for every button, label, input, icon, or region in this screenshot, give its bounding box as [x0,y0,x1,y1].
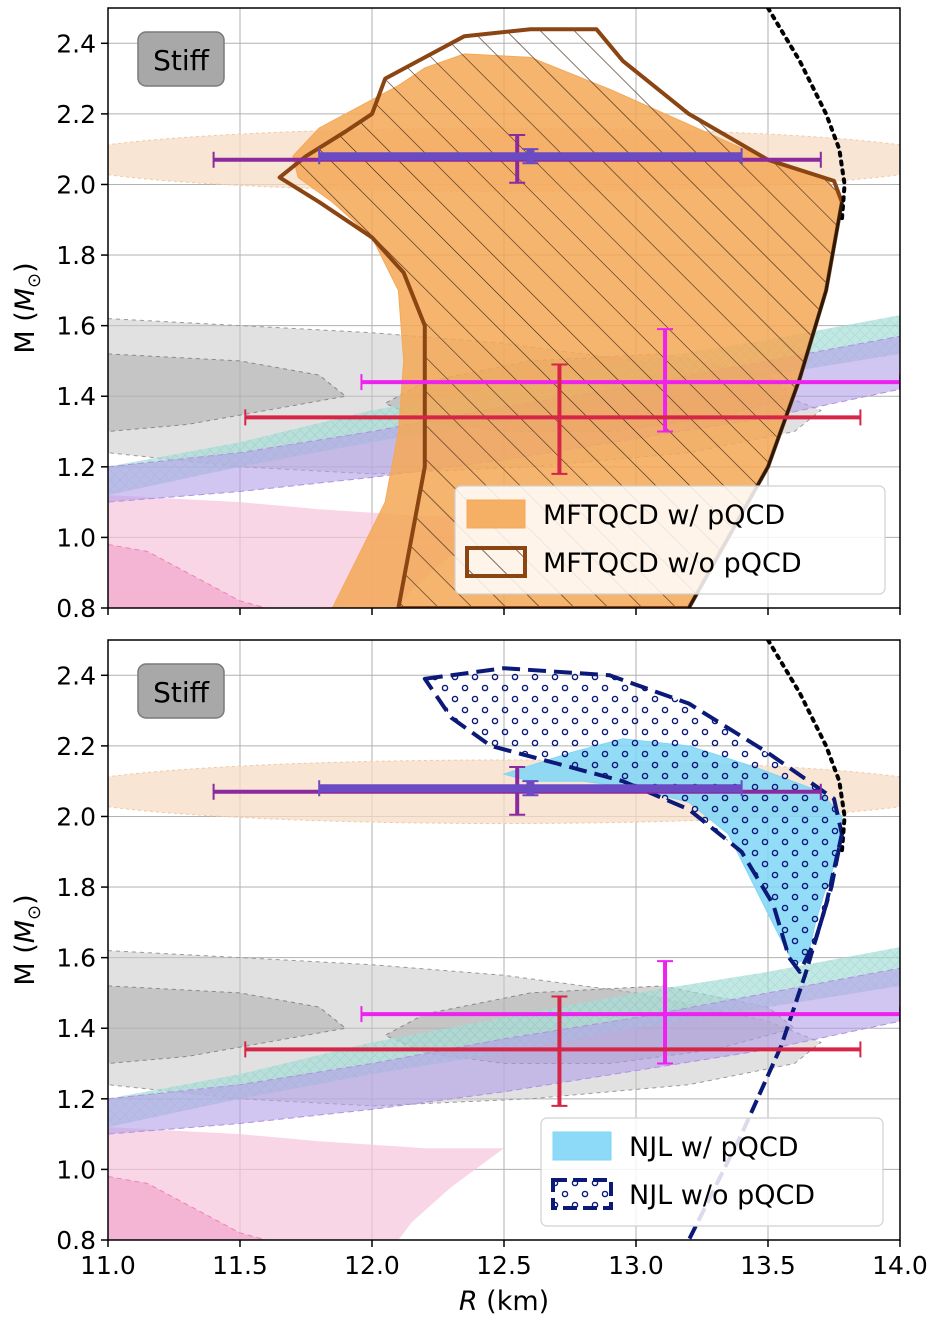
y-tick-label: 2.2 [56,732,96,761]
error-bar-magenta-bar [360,960,900,1065]
x-tick-label: 13.5 [740,1251,796,1280]
x-tick-label: 12.5 [476,1251,532,1280]
dotted-band-njl-wo-pqcd [422,666,844,974]
y-tick-label: 1.4 [56,382,96,411]
x-tick-label: 13.0 [608,1251,664,1280]
x-axis-label: R (km) [459,1286,549,1317]
y-tick-label: 2.0 [56,170,96,199]
y-tick-label: 1.0 [56,523,96,552]
y-tick-label: 2.2 [56,100,96,129]
x-tick-label: 11.0 [80,1251,136,1280]
lower-branch-line [687,833,844,1240]
error-bar-violet-thick-bar [318,148,743,165]
causality-boundary-line [766,640,847,854]
y-tick-label: 0.8 [56,594,96,623]
y-tick-label: 1.2 [56,453,96,482]
y-tick-label: 1.0 [56,1155,96,1184]
legend-box [540,1117,884,1227]
badge-box [137,663,225,719]
grey-region-inner-left [108,353,347,433]
grey-region-inner-left [108,985,347,1065]
plot-content [108,8,900,608]
y-tick-label: 2.0 [56,802,96,831]
y-tick-label: 2.4 [56,661,96,690]
y-tick-label: 1.6 [56,312,96,341]
legend-label: MFTQCD w/ pQCD [543,500,785,531]
error-bar-violet-thick-bar [318,780,743,797]
bottom-panel: 0.8 1.0 1.2 1.4 1.6 1.8 2.0 2.2 2.4 11.0 11.5 12.0 1… [10,639,928,1317]
x-tick-label: 12.0 [344,1251,400,1280]
top-panel: 0.8 1.0 1.2 1.4 1.6 1.8 2.0 2.2 2.4 M (M⊙) Stiff MF… [10,7,901,623]
legend-label: NJL w/o pQCD [629,1180,815,1211]
y-tick-label: 1.8 [56,241,96,270]
legend-label: NJL w/ pQCD [629,1132,799,1163]
legend: NJL w/ pQCD NJL w/o pQCD [540,1117,884,1227]
y-tick-label: 2.4 [56,29,96,58]
x-tick-label: 11.5 [212,1251,268,1280]
causality-boundary-line [766,8,847,222]
y-tick-label: 1.4 [56,1014,96,1043]
y-tick-label: 0.8 [56,1226,96,1255]
badge-label: Stiff [153,44,210,77]
legend-swatch [465,546,527,578]
error-bar-magenta-bar [360,328,900,433]
pink-region-inner [108,1175,267,1240]
legend-label: MFTQCD w/o pQCD [543,548,802,579]
x-tick-label: 14.0 [872,1251,928,1280]
legend-swatch [552,1131,612,1161]
legend: MFTQCD w/ pQCD MFTQCD w/o pQCD [454,485,886,595]
pink-region-outer [108,1127,504,1240]
plot-content [108,640,900,1240]
y-tick-label: 1.2 [56,1085,96,1114]
badge-box [137,31,225,87]
stiff-badge: Stiff [137,31,225,87]
legend-swatch [466,499,526,529]
pink-region-inner [108,543,267,608]
y-axis-label: M (M⊙) [10,262,45,353]
badge-label: Stiff [153,676,210,709]
y-tick-label: 1.6 [56,944,96,973]
stiff-badge: Stiff [137,663,225,719]
legend-swatch [551,1178,613,1210]
y-tick-label: 1.8 [56,873,96,902]
error-bar-crimson-bar [244,995,862,1107]
y-axis-label: M (M⊙) [10,894,45,985]
error-bar-crimson-bar [244,363,862,475]
legend-box [454,485,886,595]
